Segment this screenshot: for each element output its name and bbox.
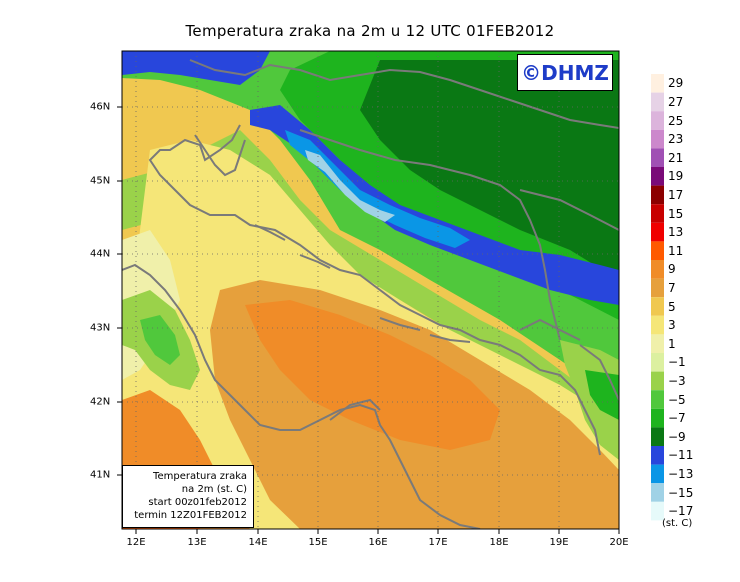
field-italy-green2: [140, 315, 180, 365]
border-bih: [299, 129, 561, 341]
island-1: [254, 224, 286, 241]
x-tick-label: 16E: [368, 537, 388, 548]
y-tick-label: 45N: [90, 175, 111, 187]
x-tick-label: 13E: [187, 537, 207, 548]
colorbar-swatch: [651, 408, 664, 428]
map-title: Temperatura zraka na 2m u 12 UTC 01FEB20…: [185, 22, 555, 40]
colorbar-swatch: [651, 167, 664, 186]
dhmz-watermark: ©DHMZ: [517, 54, 613, 91]
island-4: [429, 334, 471, 343]
border-mne: [519, 318, 581, 341]
y-tick-label: 43N: [90, 322, 111, 334]
colorbar-label: −13: [668, 466, 694, 481]
colorbar-swatch: [651, 427, 664, 446]
x-tick-label: 20E: [609, 537, 629, 548]
colorbar-label: −11: [668, 448, 694, 463]
colorbar-swatch: [651, 185, 664, 205]
plot-frame: [121, 50, 620, 530]
x-tick-label: 18E: [489, 537, 509, 548]
colorbar-swatch: [651, 371, 664, 391]
info-line-3: start 00z01feb2012: [148, 497, 247, 508]
coast-gargano: [329, 398, 381, 421]
colorbar-swatch: [651, 483, 664, 502]
border-serbia: [519, 189, 619, 231]
x-tick-label: 14E: [248, 537, 268, 548]
colorbar-swatch: [651, 278, 664, 298]
border-east: [579, 344, 619, 401]
x-tick-label: 15E: [308, 537, 328, 548]
colorbar-swatch: [651, 204, 664, 223]
colorbar-label: −17: [668, 504, 694, 519]
x-tick-label: 17E: [428, 537, 448, 548]
colorbar-label: 9: [668, 262, 676, 277]
field-ice: [305, 150, 395, 222]
x-tick-label: 19E: [549, 537, 569, 548]
island-3: [379, 317, 421, 331]
colorbar-label: 15: [668, 206, 684, 221]
colorbar-swatch: [651, 315, 664, 335]
colorbar-swatch: [651, 148, 664, 167]
temperature-field: [122, 51, 619, 529]
colorbar-label: 5: [668, 299, 676, 314]
colorbar-swatch: [651, 260, 664, 279]
info-line-4: termin 12Z01FEB2012: [134, 510, 247, 521]
coastlines: [122, 59, 619, 529]
colorbar-swatch: [651, 241, 664, 260]
colorbar-swatch: [651, 74, 664, 93]
colorbar-label: 17: [668, 187, 684, 202]
colorbar-swatch: [651, 446, 664, 465]
border-north: [189, 59, 619, 129]
colorbar-swatch: [651, 222, 664, 242]
x-tick-label: 12E: [126, 537, 146, 548]
colorbar-swatch: [651, 390, 664, 409]
y-tick-label: 41N: [90, 469, 111, 481]
colorbar-label: 1: [668, 336, 676, 351]
colorbar-label: −15: [668, 485, 694, 500]
colorbar-label: 11: [668, 243, 684, 258]
y-tick-label: 42N: [90, 396, 111, 408]
colorbar-label: −9: [668, 429, 686, 444]
colorbar-label: −3: [668, 373, 686, 388]
colorbar-swatch: [651, 334, 664, 353]
colorbar-swatch: [651, 464, 664, 484]
field-warm: [245, 300, 500, 450]
colorbar-label: 13: [668, 225, 684, 240]
colorbar-label: 7: [668, 280, 676, 295]
colorbar-swatch: [651, 501, 664, 521]
colorbar-label: 27: [668, 94, 684, 109]
colorbar-swatch: [651, 297, 664, 316]
colorbar-swatch: [651, 353, 664, 372]
field-cold-cyan: [285, 130, 470, 248]
y-tick-label: 44N: [90, 248, 111, 260]
colorbar-label: 21: [668, 150, 684, 165]
colorbar-swatch: [651, 92, 664, 112]
colorbar-swatch: [651, 111, 664, 130]
info-line-2: na 2m (st. C): [181, 484, 247, 495]
coast-istria: [194, 134, 246, 177]
colorbar-label: 29: [668, 76, 684, 91]
field-cold-band: [250, 105, 619, 305]
colorbar-swatch: [651, 129, 664, 149]
colorbar: [651, 74, 664, 521]
colorbar-label: 25: [668, 113, 684, 128]
info-box: Temperatura zraka na 2m (st. C) start 00…: [122, 465, 254, 528]
colorbar-units: (st. C): [662, 518, 693, 529]
field-alpine: [122, 51, 270, 85]
colorbar-label: 19: [668, 169, 684, 184]
colorbar-label: −1: [668, 355, 686, 370]
coast-croatia: [148, 124, 601, 456]
colorbar-label: 3: [668, 318, 676, 333]
y-tick-label: 46N: [90, 101, 111, 113]
colorbar-label: −7: [668, 411, 686, 426]
colorbar-label: 23: [668, 132, 684, 147]
info-line-1: Temperatura zraka: [153, 471, 247, 482]
coast-italy: [122, 263, 481, 529]
colorbar-label: −5: [668, 392, 686, 407]
tick-marks: [117, 106, 620, 534]
